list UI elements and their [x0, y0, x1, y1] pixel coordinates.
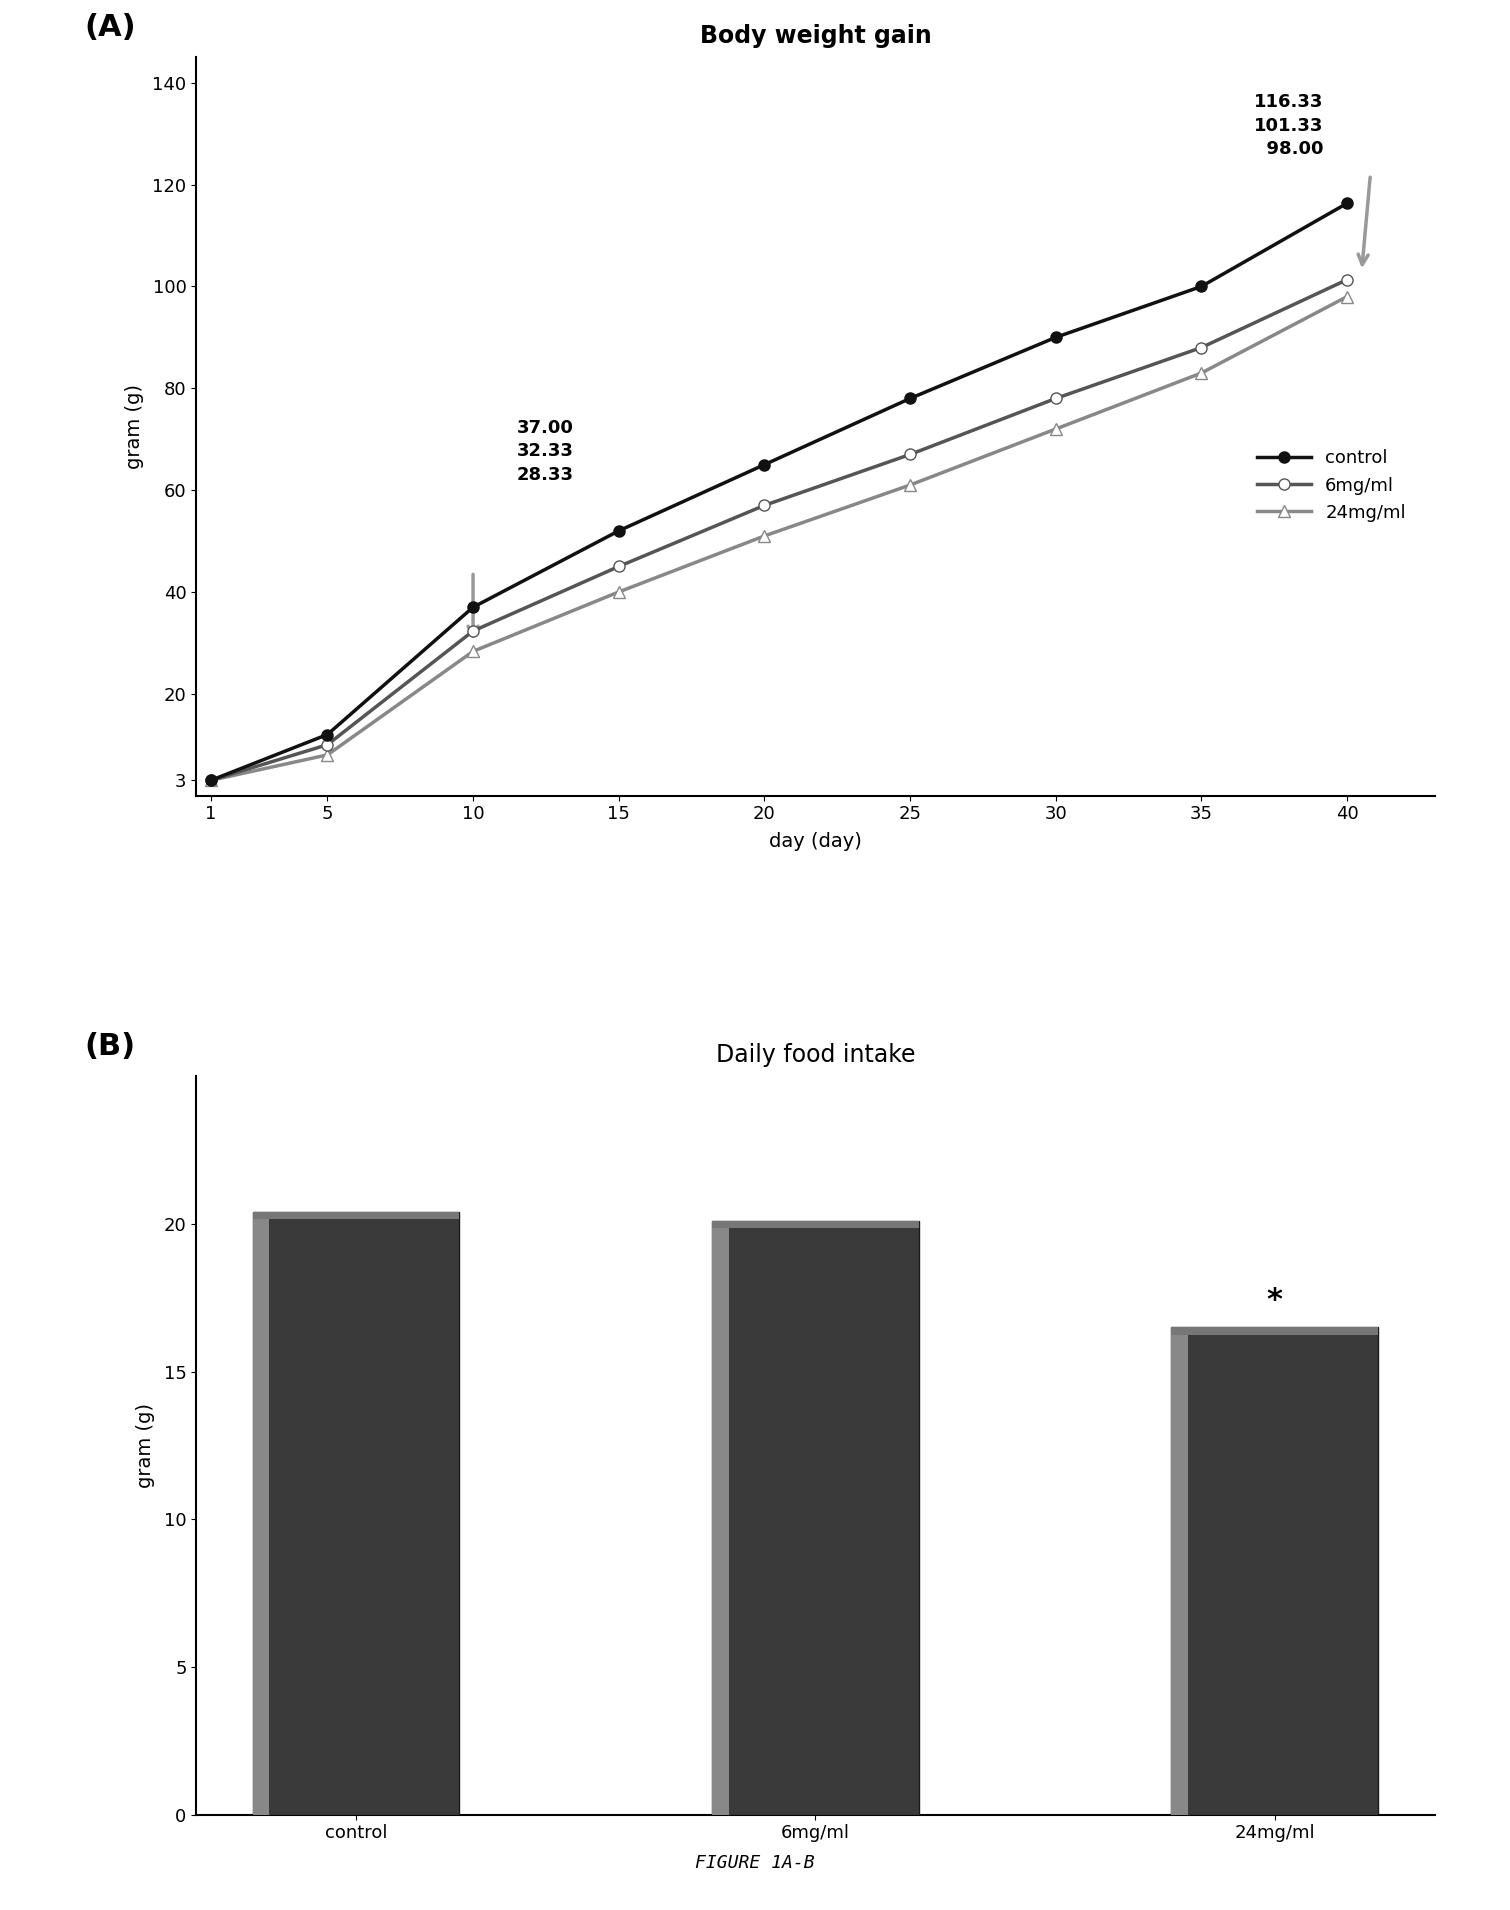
Text: 37.00
32.33
28.33: 37.00 32.33 28.33: [516, 418, 574, 483]
Legend: control, 6mg/ml, 24mg/ml: control, 6mg/ml, 24mg/ml: [1249, 443, 1413, 529]
FancyBboxPatch shape: [252, 1213, 459, 1219]
Bar: [1172, 1327, 1188, 1814]
Bar: [252, 1213, 269, 1814]
Title: Body weight gain: Body weight gain: [699, 25, 932, 48]
Text: (B): (B): [85, 1031, 136, 1060]
Text: 116.33
101.33
  98.00: 116.33 101.33 98.00: [1253, 94, 1323, 159]
FancyBboxPatch shape: [1172, 1327, 1379, 1335]
Bar: [713, 1220, 728, 1814]
FancyBboxPatch shape: [713, 1220, 918, 1228]
Bar: [713, 1220, 918, 1814]
Text: FIGURE 1A-B: FIGURE 1A-B: [695, 1855, 815, 1872]
Text: (A): (A): [85, 13, 136, 42]
Y-axis label: gram (g): gram (g): [125, 384, 143, 470]
X-axis label: day (day): day (day): [769, 831, 862, 850]
Bar: [252, 1213, 459, 1814]
Text: *: *: [1267, 1287, 1284, 1316]
Title: Daily food intake: Daily food intake: [716, 1043, 915, 1068]
Y-axis label: gram (g): gram (g): [136, 1402, 156, 1488]
Bar: [1172, 1327, 1379, 1814]
